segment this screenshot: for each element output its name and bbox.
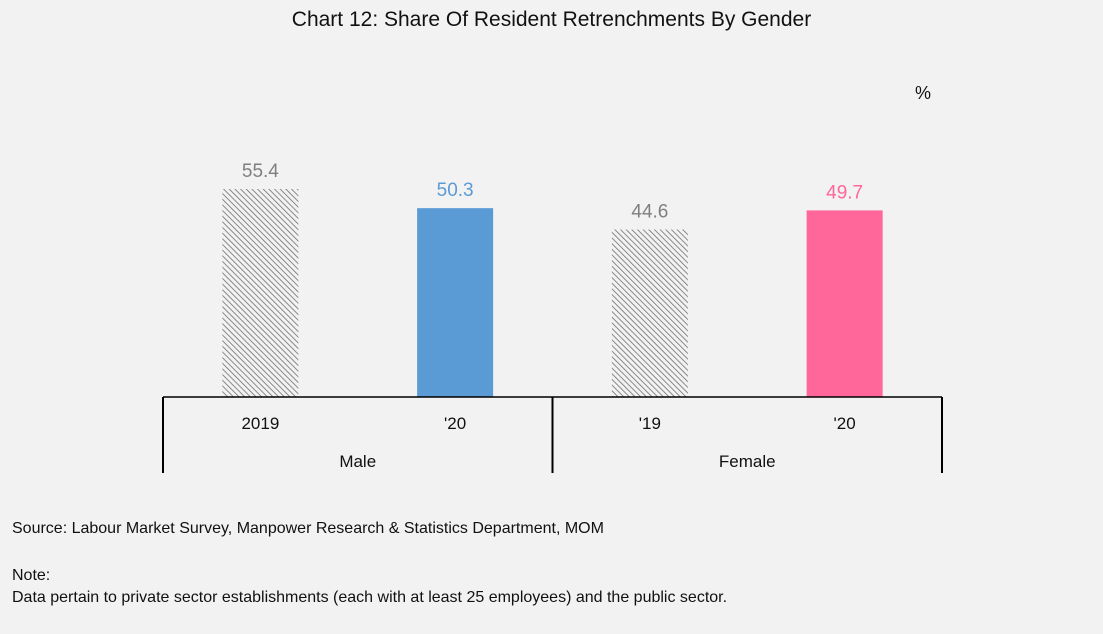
data-label: 44.6 xyxy=(631,202,668,223)
group-label-male: Male xyxy=(339,452,376,471)
note-heading: Note: xyxy=(12,567,51,584)
data-label: 49.7 xyxy=(826,182,863,203)
data-label: 50.3 xyxy=(437,180,474,201)
note-text: Data pertain to private sector establish… xyxy=(12,589,728,606)
bar-chart: 55.4 50.3 44.6 49.7 2019 '20 Male '19 '20 Female xyxy=(162,161,943,473)
tick-label: '19 xyxy=(639,414,661,433)
group-label-female: Female xyxy=(719,452,776,471)
tick-label: '20 xyxy=(444,414,466,433)
unit-label: % xyxy=(915,83,932,103)
bar-female-1 xyxy=(806,210,883,397)
tick-label: '20 xyxy=(834,414,856,433)
bar-male-0 xyxy=(222,189,299,397)
data-label: 55.4 xyxy=(242,161,279,182)
tick-label: 2019 xyxy=(241,414,279,433)
bar-female-0 xyxy=(611,229,688,397)
bar-male-1 xyxy=(417,208,494,397)
chart-title: Chart 12: Share Of Resident Retrenchment… xyxy=(291,8,812,31)
category-axis: 2019 '20 Male '19 '20 Female xyxy=(162,396,943,473)
source-text: Source: Labour Market Survey, Manpower R… xyxy=(12,520,604,537)
